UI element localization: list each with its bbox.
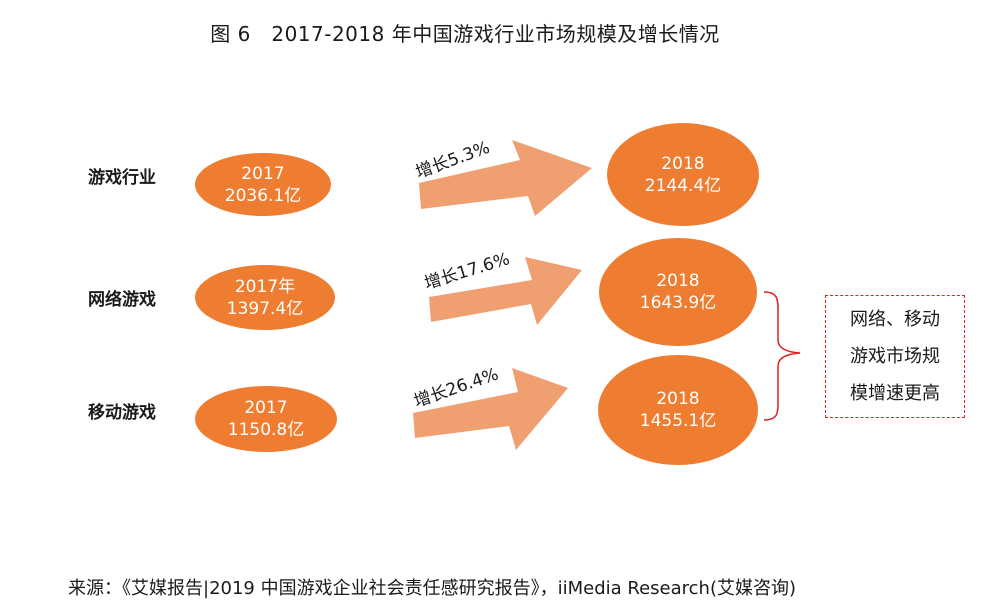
year-label: 2017年 — [234, 276, 296, 297]
ellipse-2017-online-games: 2017年 1397.4亿 — [195, 265, 335, 330]
row-label-online-games: 网络游戏 — [88, 290, 156, 310]
row-label-gaming-industry: 游戏行业 — [88, 168, 156, 188]
ellipse-2017-gaming-industry: 2017 2036.1亿 — [195, 153, 331, 216]
value-label: 1397.4亿 — [226, 298, 304, 319]
row-label-mobile-games: 移动游戏 — [88, 403, 156, 423]
note-box: 网络、移动 游戏市场规 模增速更高 — [825, 295, 965, 418]
ellipse-2018-mobile-games: 2018 1455.1亿 — [598, 355, 758, 465]
ellipse-2017-mobile-games: 2017 1150.8亿 — [195, 386, 337, 452]
ellipse-2018-gaming-industry: 2018 2144.4亿 — [607, 123, 759, 226]
note-line-2: 游戏市场规 — [850, 346, 940, 367]
value-label: 2144.4亿 — [644, 175, 722, 196]
value-label: 1150.8亿 — [227, 420, 305, 440]
year-label: 2018 — [661, 153, 705, 174]
value-label: 1455.1亿 — [639, 411, 717, 431]
figure-title: 图 6 2017-2018 年中国游戏行业市场规模及增长情况 — [210, 22, 720, 46]
growth-arrow-1 — [419, 140, 592, 216]
note-line-3: 模增速更高 — [850, 383, 940, 404]
note-line-1: 网络、移动 — [850, 309, 940, 330]
ellipse-2018-online-games: 2018 1643.9亿 — [599, 238, 757, 346]
value-label: 1643.9亿 — [639, 293, 717, 313]
source-caption: 来源：《艾媒报告|2019 中国游戏企业社会责任感研究报告》，iiMedia R… — [68, 578, 796, 599]
bracket — [763, 291, 801, 421]
year-label: 2018 — [656, 389, 700, 409]
year-label: 2017 — [241, 163, 285, 184]
value-label: 2036.1亿 — [224, 185, 302, 206]
year-label: 2017 — [244, 398, 288, 418]
growth-arrow-2 — [429, 257, 582, 325]
growth-arrow-3 — [413, 368, 568, 450]
year-label: 2018 — [656, 271, 700, 291]
